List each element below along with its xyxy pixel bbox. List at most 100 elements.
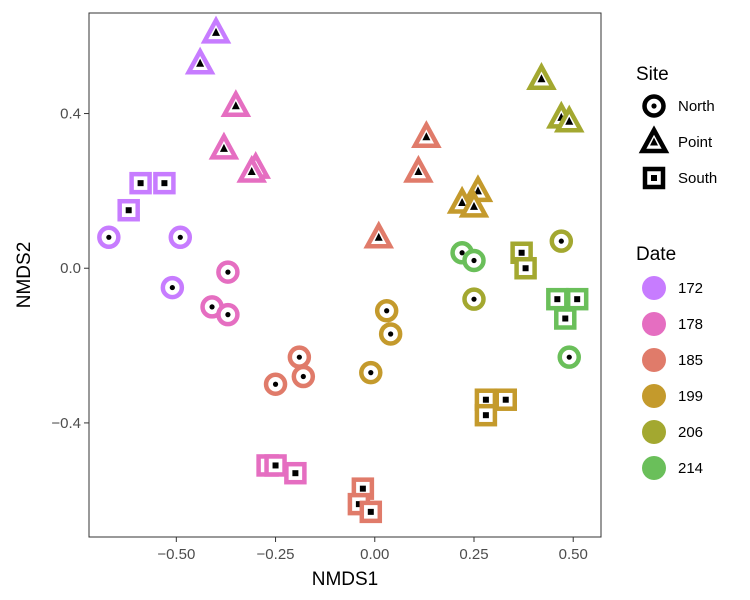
data-point bbox=[546, 287, 569, 311]
x-tick-label: 0.00 bbox=[360, 546, 389, 563]
marker-core bbox=[562, 315, 569, 322]
legend-date-item: 185 bbox=[642, 348, 703, 372]
legend-date-swatch bbox=[642, 384, 666, 408]
legend-site-item: Point bbox=[638, 125, 713, 154]
data-point bbox=[129, 171, 152, 195]
data-point bbox=[287, 345, 312, 369]
marker-core bbox=[558, 238, 564, 244]
x-tick-label: 0.50 bbox=[559, 546, 588, 563]
marker-core bbox=[473, 186, 482, 195]
x-axis-title: NMDS1 bbox=[312, 569, 379, 590]
x-tick-label: −0.50 bbox=[157, 546, 195, 563]
legend-site-title: Site bbox=[636, 64, 669, 85]
data-point bbox=[374, 299, 399, 323]
marker-core bbox=[522, 265, 529, 272]
marker-core bbox=[388, 331, 394, 337]
marker-core bbox=[566, 354, 572, 360]
y-tick-label: 0.0 bbox=[60, 260, 81, 277]
data-point bbox=[553, 104, 585, 133]
marker-core bbox=[196, 58, 205, 67]
data-point bbox=[291, 364, 316, 389]
marker-core bbox=[125, 207, 132, 214]
marker-core bbox=[137, 180, 144, 187]
data-point bbox=[153, 171, 176, 195]
marker-core bbox=[209, 304, 215, 310]
x-tick-label: 0.25 bbox=[459, 546, 488, 563]
legend-date-swatch bbox=[642, 456, 666, 480]
legend-date-swatch bbox=[642, 348, 666, 372]
data-point bbox=[359, 500, 383, 524]
legend-date-swatch bbox=[642, 312, 666, 336]
marker-core bbox=[292, 470, 299, 477]
data-point bbox=[208, 131, 240, 160]
data-point bbox=[216, 302, 240, 327]
marker-core bbox=[502, 396, 509, 403]
marker-core bbox=[471, 296, 477, 302]
marker-core bbox=[161, 180, 168, 187]
data-point bbox=[220, 89, 252, 118]
data-point bbox=[474, 403, 498, 427]
marker-core bbox=[518, 249, 525, 256]
marker-core bbox=[367, 508, 374, 515]
marker-core bbox=[574, 296, 581, 303]
data-point bbox=[514, 256, 537, 280]
marker-core bbox=[225, 312, 231, 318]
legend-date-title: Date bbox=[636, 244, 676, 265]
legend-date-item: 214 bbox=[642, 456, 703, 480]
legend-site: Site North Point South bbox=[636, 64, 717, 190]
legend-date-label: 214 bbox=[678, 460, 703, 477]
marker-core bbox=[177, 234, 183, 240]
legend-site-label: South bbox=[678, 170, 717, 187]
marker-core bbox=[469, 201, 478, 210]
legend-date-label: 172 bbox=[678, 280, 703, 297]
data-point bbox=[97, 225, 121, 250]
legend-site-item: South bbox=[642, 166, 717, 190]
marker-core bbox=[458, 197, 467, 206]
marker-core bbox=[384, 308, 390, 314]
marker-core bbox=[355, 501, 362, 508]
data-point bbox=[526, 62, 557, 90]
data-point bbox=[549, 229, 574, 253]
data-point bbox=[363, 220, 395, 249]
marker-core bbox=[565, 116, 574, 125]
y-axis-title: NMDS2 bbox=[14, 242, 35, 309]
legend-site-key bbox=[642, 166, 666, 190]
marker-core bbox=[212, 27, 221, 36]
marker-core bbox=[247, 167, 256, 176]
y-tick-label: −0.4 bbox=[51, 415, 81, 432]
legend-date-label: 199 bbox=[678, 388, 703, 405]
marker-core bbox=[374, 232, 383, 241]
x-axis: −0.50 −0.25 0.00 0.25 0.50 bbox=[157, 537, 588, 563]
legend-date-swatch bbox=[642, 276, 666, 300]
legend-date-item: 172 bbox=[642, 276, 703, 300]
data-point bbox=[200, 15, 232, 44]
marker-core bbox=[422, 132, 431, 141]
marker-core bbox=[459, 250, 465, 256]
legend-date-label: 178 bbox=[678, 316, 703, 333]
data-point bbox=[168, 225, 193, 250]
marker-core bbox=[414, 167, 423, 176]
legend-site-item: North bbox=[642, 94, 715, 118]
marker-core bbox=[368, 370, 374, 376]
data-point bbox=[184, 46, 216, 75]
marker-core bbox=[231, 101, 240, 110]
y-tick-label: 0.4 bbox=[60, 106, 81, 123]
data-point bbox=[462, 287, 486, 311]
legend-date-label: 185 bbox=[678, 352, 703, 369]
marker-core bbox=[651, 175, 657, 181]
data-point bbox=[359, 360, 383, 385]
marker-core bbox=[650, 137, 658, 146]
data-point bbox=[117, 198, 140, 222]
legend-date-label: 206 bbox=[678, 424, 703, 441]
legend-site-key bbox=[642, 94, 666, 118]
marker-core bbox=[471, 257, 477, 264]
legend-date-item: 199 bbox=[642, 384, 703, 408]
data-point bbox=[403, 154, 434, 183]
marker-core bbox=[554, 296, 561, 303]
legend-site-label: Point bbox=[678, 134, 713, 151]
data-point bbox=[236, 154, 268, 183]
data-point bbox=[565, 287, 589, 311]
data-point bbox=[458, 189, 490, 218]
marker-core bbox=[651, 103, 657, 109]
data-point bbox=[411, 120, 442, 148]
